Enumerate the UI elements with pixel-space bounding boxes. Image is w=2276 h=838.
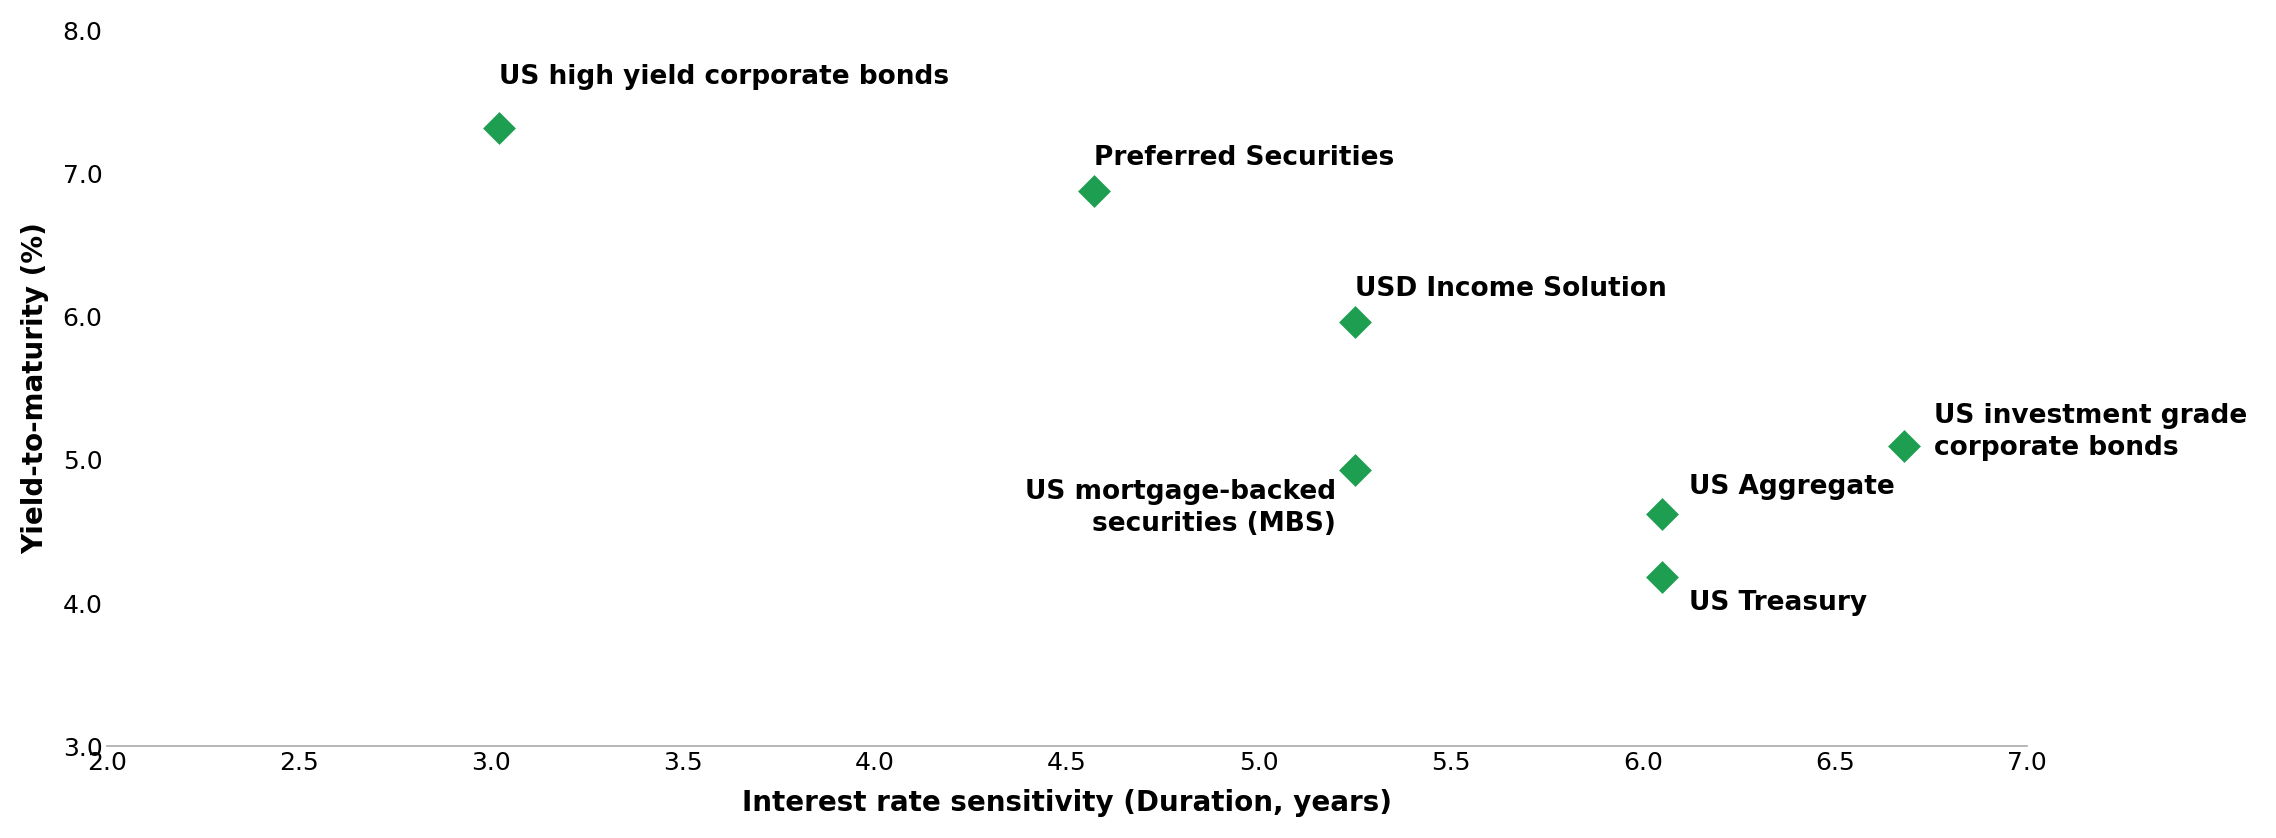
Text: US Aggregate: US Aggregate (1689, 474, 1894, 500)
Point (480, 121, 517, 134)
Text: USD Income Solution: USD Income Solution (1354, 277, 1666, 303)
Point (1336, 463, 1372, 477)
Text: US high yield corporate bonds: US high yield corporate bonds (498, 65, 949, 91)
Point (1885, 439, 1921, 453)
Text: Preferred Securities: Preferred Securities (1095, 145, 1395, 171)
Text: US Treasury: US Treasury (1689, 590, 1866, 616)
Point (1336, 316, 1372, 329)
X-axis label: Interest rate sensitivity (Duration, years): Interest rate sensitivity (Duration, yea… (742, 789, 1393, 817)
Point (1643, 571, 1680, 584)
Text: US investment grade
corporate bonds: US investment grade corporate bonds (1935, 403, 2249, 461)
Point (1077, 184, 1113, 198)
Y-axis label: Yield-to-maturity (%): Yield-to-maturity (%) (20, 222, 48, 554)
Text: US mortgage-backed
securities (MBS): US mortgage-backed securities (MBS) (1024, 478, 1336, 536)
Point (1643, 508, 1680, 521)
